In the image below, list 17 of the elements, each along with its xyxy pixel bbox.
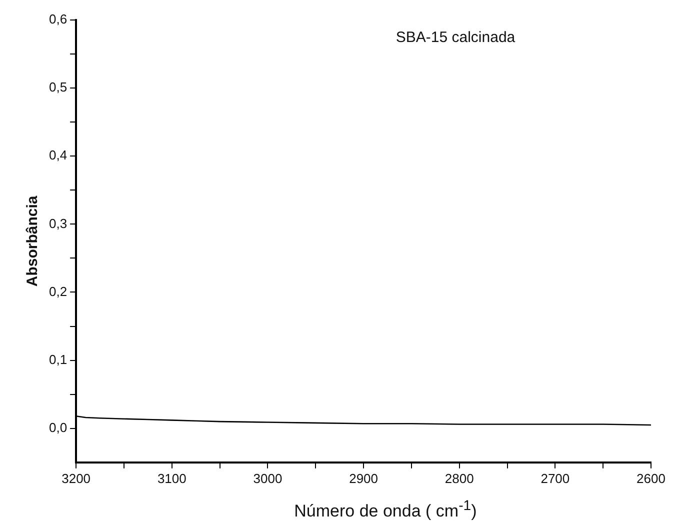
- y-tick-label: 0,5: [48, 80, 68, 95]
- x-tick-label: 2900: [349, 470, 378, 486]
- x-tick-label: 2700: [540, 470, 570, 486]
- x-tick-label: 3200: [62, 470, 91, 486]
- y-tick-label: 0,2: [48, 284, 68, 299]
- y-tick-label: 0,4: [48, 148, 68, 163]
- x-tick-label: 2600: [636, 470, 666, 486]
- y-tick-label: 0,1: [48, 352, 68, 367]
- x-tick-label: 3000: [253, 470, 282, 486]
- y-tick-label: 0,3: [48, 216, 68, 231]
- x-tick-label: 3100: [157, 470, 186, 486]
- y-axis-title: Absorbância: [24, 195, 42, 287]
- annotation: SBA-15 calcinada: [396, 29, 516, 46]
- x-tick-label: 2800: [444, 470, 474, 486]
- y-tick-label: 0,0: [48, 420, 68, 435]
- x-axis-title: Número de onda ( cm$^{-1}$): [293, 498, 478, 522]
- y-tick-label: 0,6: [48, 12, 68, 27]
